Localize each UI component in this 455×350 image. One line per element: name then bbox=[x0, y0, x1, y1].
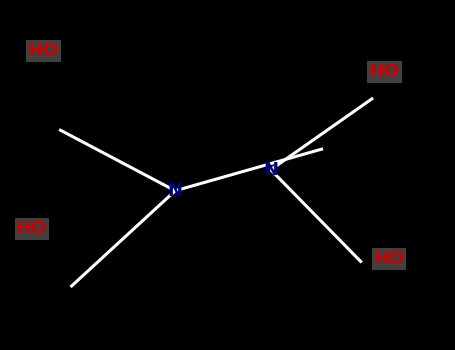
Text: N: N bbox=[168, 182, 182, 200]
Text: HO: HO bbox=[374, 250, 404, 268]
Text: HO: HO bbox=[369, 63, 399, 81]
Text: HO: HO bbox=[17, 220, 47, 238]
Text: N: N bbox=[263, 161, 278, 179]
Text: HO: HO bbox=[28, 42, 58, 60]
